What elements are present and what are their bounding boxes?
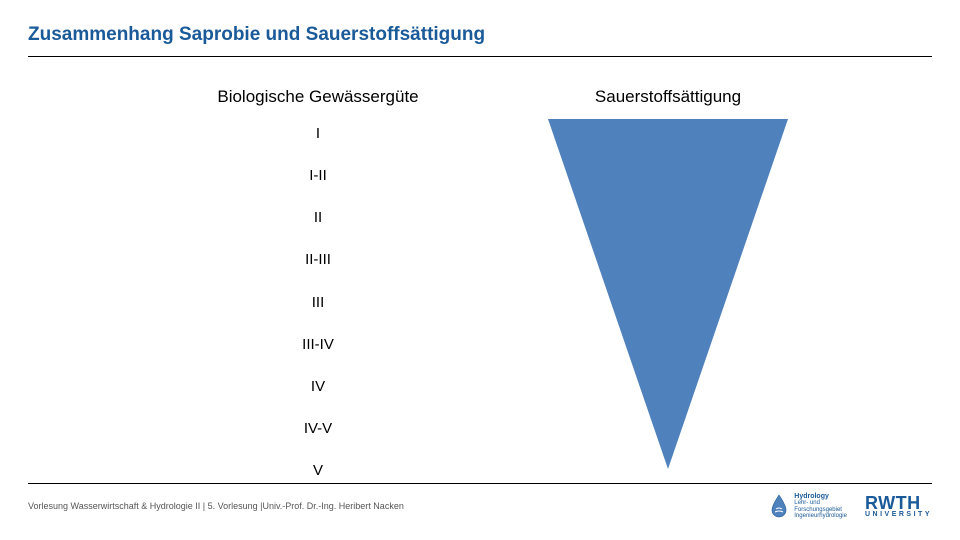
footer-rule <box>28 483 932 484</box>
rwth-logo-top: RWTH <box>865 495 921 511</box>
level-item: III <box>208 294 428 311</box>
level-item: II <box>208 209 428 226</box>
content-area: Biologische Gewässergüte Sauerstoffsätti… <box>28 87 932 487</box>
slide-title: Zusammenhang Saprobie und Sauerstoffsätt… <box>28 24 932 57</box>
hydrology-logo-line: Forschungsgebiet <box>794 507 847 514</box>
level-item: II-III <box>208 251 428 268</box>
hydrology-logo-text: Hydrology Lehr- und Forschungsgebiet Ing… <box>794 493 847 520</box>
level-item: III-IV <box>208 336 428 353</box>
footer-logos: Hydrology Lehr- und Forschungsgebiet Ing… <box>770 493 932 520</box>
footer-text: Vorlesung Wasserwirtschaft & Hydrologie … <box>28 501 404 511</box>
hydrology-logo-line: Lehr- und <box>794 500 847 507</box>
triangle-shape <box>548 119 788 469</box>
rwth-logo-bottom: UNIVERSITY <box>865 512 932 518</box>
level-item: V <box>208 462 428 479</box>
left-column-header: Biologische Gewässergüte <box>208 87 428 107</box>
level-item: IV <box>208 378 428 395</box>
hydrology-logo-line: Hydrology <box>794 493 847 501</box>
hydrology-logo-line: Ingenieurhydrologie <box>794 513 847 520</box>
slide: Zusammenhang Saprobie und Sauerstoffsätt… <box>0 0 960 540</box>
right-column-header: Sauerstoffsättigung <box>568 87 768 107</box>
level-item: I <box>208 125 428 142</box>
level-item: I-II <box>208 167 428 184</box>
quality-levels-list: I I-II II II-III III III-IV IV IV-V V <box>208 125 428 487</box>
rwth-logo: RWTH UNIVERSITY <box>865 495 932 518</box>
hydrology-logo: Hydrology Lehr- und Forschungsgebiet Ing… <box>770 493 847 520</box>
water-drop-icon <box>770 494 788 518</box>
slide-footer: Vorlesung Wasserwirtschaft & Hydrologie … <box>28 493 932 520</box>
level-item: IV-V <box>208 420 428 437</box>
oxygen-saturation-triangle <box>548 119 788 469</box>
